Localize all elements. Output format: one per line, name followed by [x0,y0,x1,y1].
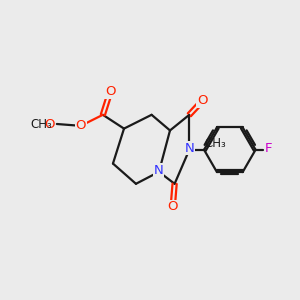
Text: O: O [44,118,54,130]
Text: N: N [154,164,164,177]
Text: F: F [265,142,273,155]
Text: O: O [105,85,116,98]
Text: CH₃: CH₃ [205,137,226,150]
Text: CH₃: CH₃ [31,118,52,130]
Text: N: N [184,142,194,155]
Text: O: O [76,119,86,132]
Text: O: O [167,200,178,213]
Text: O: O [197,94,208,107]
